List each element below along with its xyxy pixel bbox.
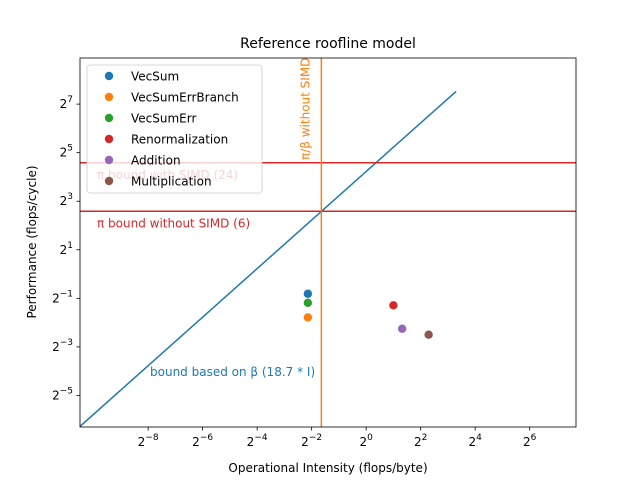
- legend-label: VecSumErr: [131, 112, 196, 126]
- y-tick-label: 21: [60, 241, 73, 257]
- y-axis-label: Performance (flops/cycle): [25, 165, 39, 318]
- y-tick-label: 2−3: [52, 338, 73, 354]
- x-tick-label: 2−4: [247, 433, 268, 449]
- y-tick-label: 23: [60, 192, 73, 208]
- y-tick-label: 2−1: [52, 289, 73, 305]
- data-points: [303, 289, 433, 339]
- legend-marker: [104, 113, 114, 123]
- y-tick-label: 27: [60, 95, 73, 111]
- legend-label: VecSumErrBranch: [131, 91, 239, 105]
- legend-marker: [104, 134, 114, 144]
- legend-label: VecSum: [131, 70, 179, 84]
- x-tick-label: 20: [359, 433, 373, 449]
- legend: VecSum VecSumErrBranch VecSumErr Renormaliz…: [86, 64, 263, 194]
- legend-label: Renormalization: [131, 133, 228, 147]
- y-axis-ticks: 2−5 2−3 2−1 21 23 25 27: [52, 95, 80, 402]
- x-tick-label: 2−6: [192, 433, 213, 449]
- beta-bound-label: bound based on β (18.7 * I): [150, 365, 315, 379]
- legend-label: Multiplication: [131, 175, 212, 189]
- legend-marker: [104, 155, 114, 165]
- legend-marker: [104, 176, 114, 186]
- x-axis-ticks: 2−8 2−6 2−4 2−2 20 22 24 26: [138, 427, 537, 449]
- pi-nosimd-bound-label: π bound without SIMD (6): [97, 216, 250, 230]
- data-point-multiplication: [424, 330, 433, 339]
- x-tick-label: 22: [414, 433, 427, 449]
- ridge-point-label: π/β without SIMD (0.32): [298, 18, 312, 160]
- axes-frame: [79, 57, 577, 428]
- legend-label: Addition: [131, 154, 181, 168]
- legend-marker: [104, 71, 114, 81]
- x-tick-label: 24: [468, 433, 482, 449]
- roof-lines: [80, 58, 576, 427]
- data-point-addition: [397, 324, 407, 333]
- x-tick-label: 2−2: [301, 433, 322, 449]
- x-axis-label: Operational Intensity (flops/byte): [228, 461, 427, 475]
- y-tick-label: 2−5: [52, 386, 73, 402]
- data-point-vecsum: [303, 289, 313, 298]
- data-point-vecsumerr: [303, 298, 313, 308]
- x-tick-label: 2−8: [138, 433, 159, 449]
- chart-title: Reference roofline model: [240, 36, 416, 52]
- legend-marker: [104, 92, 114, 102]
- data-point-vecsumerrbranch: [303, 313, 313, 322]
- data-point-renormalization: [389, 301, 398, 310]
- beta-bound-line: [80, 90, 457, 427]
- legend-box: [86, 64, 263, 194]
- y-tick-label: 25: [60, 144, 73, 160]
- x-tick-label: 26: [523, 433, 537, 449]
